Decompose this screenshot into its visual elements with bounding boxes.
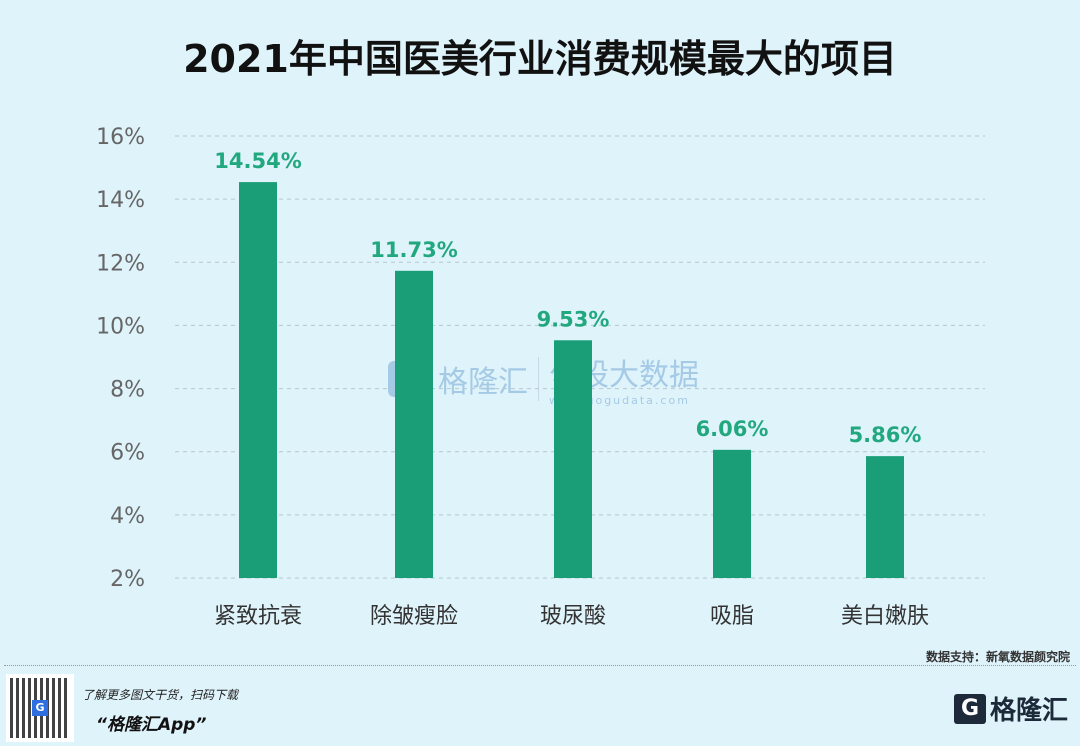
data-label: 11.73%: [370, 238, 457, 262]
data-label: 5.86%: [849, 423, 922, 447]
y-tick-label: 6%: [110, 441, 145, 466]
brand-logo-icon: G: [953, 693, 986, 724]
y-tick-label: 4%: [110, 504, 145, 529]
data-label: 6.06%: [696, 417, 769, 441]
bar: [554, 340, 592, 578]
y-tick-label: 2%: [110, 567, 145, 592]
bar: [239, 182, 277, 578]
bar: [866, 456, 904, 578]
qr-code: G: [6, 674, 74, 742]
watermark-brand1: 格隆汇: [438, 364, 528, 400]
data-label: 14.54%: [214, 149, 301, 173]
footer-divider: [4, 665, 1076, 666]
promo-text: 了解更多图文干货，扫码下载: [82, 688, 239, 702]
y-tick-label: 16%: [96, 125, 145, 150]
app-name: “格隆汇App”: [96, 715, 207, 735]
x-tick-label: 美白嫩肤: [841, 604, 929, 629]
y-tick-label: 10%: [96, 314, 145, 339]
watermark-divider: [538, 356, 539, 401]
bar: [395, 270, 433, 578]
x-tick-label: 吸脂: [710, 604, 754, 629]
x-tick-label: 玻尿酸: [540, 604, 606, 629]
brand-logo: G 格隆汇: [953, 690, 1068, 727]
brand-logo-text: 格隆汇: [989, 696, 1068, 726]
chart-title: 2021年中国医美行业消费规模最大的项目: [183, 37, 897, 81]
data-label: 9.53%: [537, 307, 610, 331]
bar-chart: 2% 4% 6% 8% 10% 12% 14% 16% 14.54% 紧致抗衰 11.73% 除皱瘦脸…: [96, 125, 985, 629]
y-tick-label: 14%: [96, 188, 145, 213]
qr-logo-icon: G: [32, 700, 48, 716]
bar: [713, 449, 751, 578]
x-tick-label: 紧致抗衰: [214, 604, 302, 629]
y-tick-label: 12%: [96, 251, 145, 276]
data-source: 数据支持：新氧数据颜究院: [925, 650, 1070, 664]
y-tick-label: 8%: [110, 378, 145, 403]
x-tick-label: 除皱瘦脸: [370, 604, 458, 629]
